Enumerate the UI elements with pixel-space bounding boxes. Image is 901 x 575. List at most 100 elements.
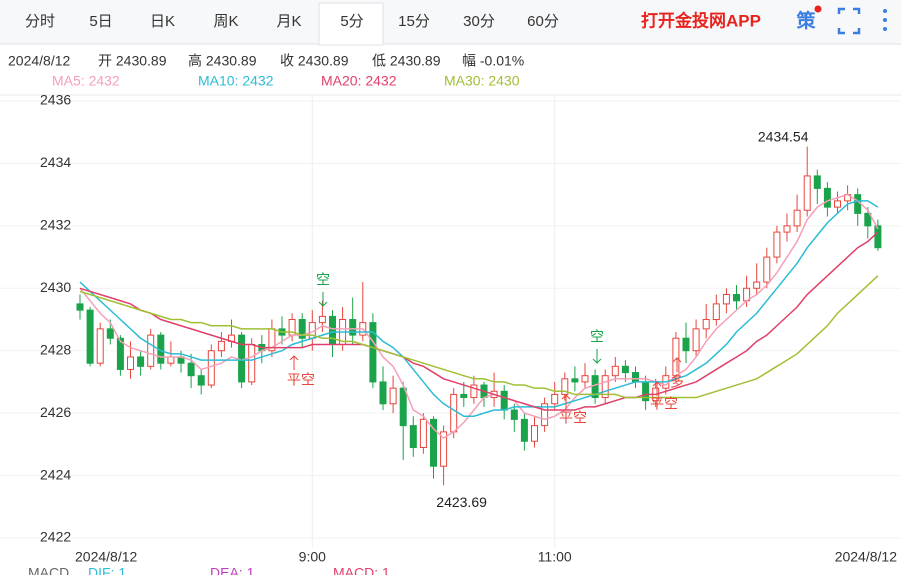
legend-entry: MA30: 2430 <box>444 73 520 89</box>
candle-body <box>722 294 730 305</box>
y-tick-label: 2430 <box>40 279 71 295</box>
x-tick-label: 2024/8/12 <box>835 549 897 565</box>
min-label: 2423.69 <box>436 494 487 510</box>
signal: 多 <box>670 374 684 390</box>
signal: 平空 <box>650 396 678 412</box>
candle-body <box>692 328 700 352</box>
tab[interactable]: 15分 <box>398 13 430 30</box>
candle-body <box>86 309 94 364</box>
signal: 空 <box>590 329 604 345</box>
candle-body <box>763 256 771 283</box>
candle-body <box>783 225 791 233</box>
candle-body <box>561 378 569 395</box>
macd-label: MACD <box>28 565 69 575</box>
badge-dot <box>814 5 822 13</box>
tab[interactable]: 分时 <box>25 13 55 30</box>
candle-body <box>389 387 397 405</box>
y-tick-label: 2428 <box>40 341 71 357</box>
candle-body <box>369 322 377 383</box>
signal: 平空 <box>287 372 315 388</box>
fullscreen-icon[interactable] <box>837 7 861 35</box>
candle-body <box>571 378 579 383</box>
max-label: 2434.54 <box>758 128 809 144</box>
app-link[interactable]: 打开金投网APP <box>641 10 761 30</box>
candle-body <box>611 365 619 377</box>
signal: 空 <box>316 272 330 288</box>
candle-body <box>318 315 326 324</box>
tab[interactable]: 月K <box>276 13 301 30</box>
candle-body <box>116 337 124 370</box>
x-tick-label: 2024/8/12 <box>75 549 137 565</box>
more-icon[interactable] <box>883 9 887 31</box>
tab[interactable]: 5分 <box>340 13 363 30</box>
candle-body <box>440 431 448 467</box>
candle-body <box>601 375 609 399</box>
info-text: 收 2430.89 <box>280 53 349 69</box>
candle-body <box>682 337 690 352</box>
candle-body <box>419 418 427 448</box>
candle-body <box>834 200 841 208</box>
candle-body <box>450 393 458 433</box>
candle-body <box>581 375 589 383</box>
candle-body <box>520 418 528 442</box>
tab-bar <box>0 0 901 44</box>
info-text: 高 2430.89 <box>188 53 257 69</box>
candle-body <box>510 409 518 420</box>
active-tab <box>318 2 384 46</box>
candle-body <box>217 340 225 352</box>
candle-body <box>207 350 215 386</box>
candle-body <box>399 387 407 427</box>
candle-body <box>541 403 549 427</box>
candle-body <box>500 390 508 411</box>
candle-body <box>167 356 175 364</box>
signal-arrow <box>652 381 662 396</box>
ma-line <box>79 200 879 418</box>
candle-body <box>76 303 84 311</box>
candle-body <box>238 334 246 383</box>
legend-entry: MA5: 2432 <box>52 73 120 89</box>
x-tick-label: 9:00 <box>299 549 326 565</box>
tab[interactable]: 30分 <box>463 13 495 30</box>
candle-body <box>813 175 821 189</box>
tab[interactable]: 周K <box>213 13 238 30</box>
signal-arrow <box>318 292 328 307</box>
candle-body <box>864 212 872 227</box>
candle-body <box>672 337 680 377</box>
candle-body <box>702 319 710 330</box>
candle-body <box>712 303 720 320</box>
candle-body <box>248 343 256 383</box>
signal-arrow <box>561 394 571 409</box>
candle-body <box>460 393 468 399</box>
tab[interactable]: 60分 <box>527 13 559 30</box>
x-tick-label: 11:00 <box>538 549 572 565</box>
y-tick-label: 2422 <box>40 529 71 545</box>
candle-body <box>96 328 104 364</box>
candle-body <box>409 425 417 448</box>
candle-body <box>621 365 629 374</box>
candle-body <box>187 362 195 377</box>
y-tick-label: 2434 <box>40 154 71 170</box>
ma-line <box>79 193 879 440</box>
candle-body <box>803 175 811 211</box>
signals: 空 空 <box>316 272 604 364</box>
candle-body <box>329 315 336 345</box>
tab[interactable]: 5日 <box>89 13 112 30</box>
candle-body <box>127 356 134 370</box>
strategy-button[interactable]: 策 <box>796 9 816 32</box>
signals: 平空 多 平空 平空 <box>287 355 684 426</box>
y-tick-label: 2432 <box>40 217 71 233</box>
candle-body <box>137 356 145 367</box>
candle-body <box>147 334 155 367</box>
y-tick-label: 2424 <box>40 466 71 482</box>
y-tick-label: 2436 <box>40 92 71 108</box>
candle-body <box>874 225 882 249</box>
ma-line <box>79 231 879 411</box>
y-tick-label: 2426 <box>40 404 71 420</box>
info-text: 2024/8/12 <box>8 53 70 69</box>
tab[interactable]: 日K <box>150 13 175 30</box>
candle-body <box>854 194 862 214</box>
signal: 平空 <box>559 410 587 426</box>
candle-body <box>753 281 761 289</box>
candle-body <box>106 328 114 339</box>
